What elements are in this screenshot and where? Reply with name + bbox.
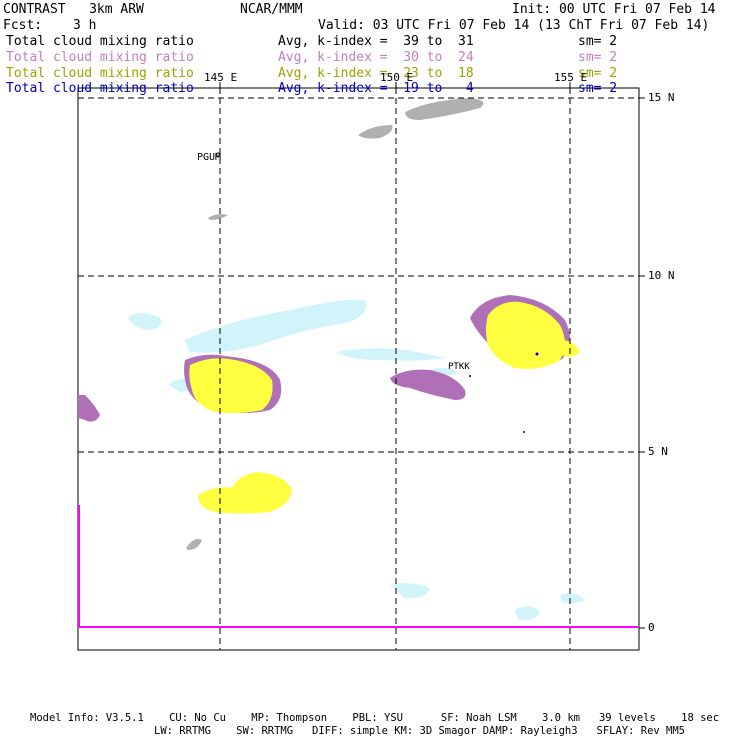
lon-label-150: 150 E — [380, 71, 414, 84]
legend-field-0: Total cloud mixing ratio — [6, 34, 194, 49]
lon-label-155: 155 E — [554, 71, 588, 84]
yellow-cloud-areas — [189, 301, 580, 514]
lon-label-145: 145 E — [204, 71, 238, 84]
legend-sm-1: sm= 2 — [578, 50, 618, 65]
blue-marker — [535, 352, 539, 356]
ptkk-marker — [469, 375, 471, 377]
station-pgum: PGUM — [197, 152, 222, 163]
dot-marker — [523, 431, 525, 433]
footer-model-info: Model Info: V3.5.1 CU: No Cu MP: Thompso… — [30, 712, 720, 724]
map-frame — [77, 87, 640, 651]
legend-range-2: Avg, k-index = 23 to 18 — [278, 66, 474, 81]
pgum-marker — [215, 152, 221, 158]
legend-sm-2: sm= 2 — [578, 66, 618, 81]
legend-range-3: Avg, k-index = 19 to 4 — [278, 81, 474, 96]
equator-line — [78, 505, 638, 628]
legend-sm-0: sm= 2 — [578, 34, 618, 49]
lat-label-10n: 10 N — [648, 269, 675, 282]
init-time: Init: 00 UTC Fri 07 Feb 14 — [512, 2, 716, 17]
legend-field-1: Total cloud mixing ratio — [6, 50, 194, 65]
model-title: CONTRAST 3km ARW — [3, 2, 144, 17]
fcst-value: 3 h — [73, 18, 97, 33]
lat-label-15n: 15 N — [648, 91, 675, 104]
legend-sm-3: sm= 2 — [578, 81, 618, 96]
fcst-label: Fcst: — [3, 18, 43, 33]
footer-physics: LW: RRTMG SW: RRTMG DIFF: simple KM: 3D … — [154, 725, 686, 737]
legend-range-0: Avg, k-index = 39 to 31 — [278, 34, 474, 49]
center-name: NCAR/MMM — [240, 2, 303, 17]
station-ptkk: PTKK — [448, 362, 470, 372]
gray-cloud-areas — [186, 98, 484, 550]
legend-field-2: Total cloud mixing ratio — [6, 66, 194, 81]
lat-label-5n: 5 N — [648, 445, 668, 458]
legend-range-1: Avg, k-index = 30 to 24 — [278, 50, 474, 65]
valid-time: Valid: 03 UTC Fri 07 Feb 14 (13 ChT Fri … — [318, 18, 710, 33]
grid-lines — [78, 88, 639, 650]
tick-marks — [219, 82, 645, 629]
lat-label-0: 0 — [648, 621, 655, 634]
legend-field-3: Total cloud mixing ratio — [6, 81, 194, 96]
